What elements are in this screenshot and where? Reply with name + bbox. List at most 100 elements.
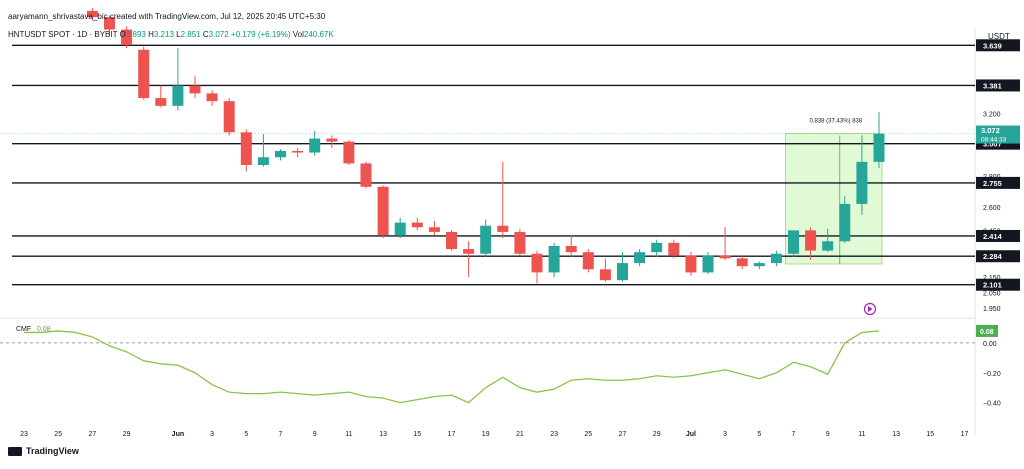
candle-body xyxy=(497,225,509,232)
volume-label: Vol xyxy=(292,30,304,39)
candle[interactable] xyxy=(326,135,338,148)
candle[interactable] xyxy=(514,228,526,256)
cmf-indicator-label[interactable]: CMF xyxy=(16,326,31,333)
candle[interactable] xyxy=(240,129,252,172)
tradingview-logo-text: TradingView xyxy=(26,446,79,456)
price-tick-label: 2.150 xyxy=(983,275,1001,282)
candle[interactable] xyxy=(805,227,817,260)
symbol-name[interactable]: HNTUSDT SPOT · 1D · BYBIT xyxy=(8,30,118,39)
candle-body xyxy=(360,163,372,187)
cmf-line[interactable] xyxy=(24,330,880,404)
candle[interactable] xyxy=(394,217,406,239)
candle-body xyxy=(651,242,663,253)
candle[interactable] xyxy=(275,149,286,161)
candle-body xyxy=(702,255,714,273)
candle-body xyxy=(104,17,115,30)
candle[interactable] xyxy=(223,98,235,136)
replay-icon[interactable] xyxy=(863,302,877,316)
candle-body xyxy=(514,231,526,254)
candle[interactable] xyxy=(685,252,697,276)
candle-body xyxy=(719,255,731,259)
candle-body xyxy=(292,150,304,153)
level-price-label: 2.101 xyxy=(983,281,1002,290)
candle[interactable] xyxy=(582,249,594,273)
candle[interactable] xyxy=(411,217,423,231)
candle-body xyxy=(463,249,475,254)
time-tick-label: 25 xyxy=(54,431,62,438)
candle[interactable] xyxy=(377,185,389,239)
candle[interactable] xyxy=(104,15,115,36)
candle[interactable] xyxy=(599,258,611,282)
candle[interactable] xyxy=(206,90,218,106)
candle[interactable] xyxy=(873,112,885,169)
candle[interactable] xyxy=(463,241,475,278)
candle-body xyxy=(531,253,543,273)
candle-body xyxy=(822,241,834,251)
candle[interactable] xyxy=(753,261,765,270)
candle[interactable] xyxy=(257,133,269,167)
candle[interactable] xyxy=(668,239,680,259)
candle[interactable] xyxy=(309,130,321,156)
candle[interactable] xyxy=(565,235,577,257)
candle[interactable] xyxy=(497,161,509,239)
time-tick-label: 25 xyxy=(584,431,592,438)
candle[interactable] xyxy=(856,135,868,215)
candle[interactable] xyxy=(770,250,782,267)
price-tick-label: 2.450 xyxy=(983,228,1001,235)
candle[interactable] xyxy=(155,85,167,108)
candle-body xyxy=(582,252,594,270)
tradingview-logo: TradingView xyxy=(8,446,79,456)
candle-body xyxy=(480,225,492,254)
candle[interactable] xyxy=(634,249,646,267)
candle[interactable] xyxy=(189,76,201,99)
candle[interactable] xyxy=(428,221,440,236)
close-label: C xyxy=(202,30,209,39)
candle-body xyxy=(206,93,218,102)
candle-body xyxy=(634,252,646,264)
cmf-tick-label: −0.20 xyxy=(983,371,1001,378)
candle[interactable] xyxy=(548,242,560,278)
candle-body xyxy=(240,132,252,165)
candle[interactable] xyxy=(480,219,492,257)
candle[interactable] xyxy=(719,227,731,260)
candle[interactable] xyxy=(86,7,98,21)
price-tick-label: 1.950 xyxy=(983,306,1001,313)
candle-body xyxy=(394,222,406,236)
candle[interactable] xyxy=(121,26,133,49)
candle[interactable] xyxy=(736,255,748,270)
candle[interactable] xyxy=(822,228,834,253)
time-tick-label: 9 xyxy=(826,431,830,438)
price-tick-label: 3.200 xyxy=(983,112,1001,119)
candle[interactable] xyxy=(446,230,457,251)
candle-body xyxy=(138,49,150,99)
time-tick-label: 17 xyxy=(448,431,456,438)
level-price-tag xyxy=(976,229,1020,242)
candle[interactable] xyxy=(138,46,150,100)
candle[interactable] xyxy=(531,250,543,284)
level-price-label: 3.381 xyxy=(983,81,1002,90)
candle-body xyxy=(788,230,799,254)
time-tick-label: 13 xyxy=(892,431,900,438)
time-tick-label: 3 xyxy=(723,431,727,438)
candle[interactable] xyxy=(702,252,714,274)
candle[interactable] xyxy=(617,252,628,282)
time-tick-label: 5 xyxy=(244,431,248,438)
price-range-measure[interactable] xyxy=(785,133,883,265)
candle-body xyxy=(121,29,133,46)
candle[interactable] xyxy=(172,48,184,111)
time-tick-label: 7 xyxy=(792,431,796,438)
candle[interactable] xyxy=(839,196,851,243)
candle[interactable] xyxy=(788,230,799,257)
time-tick-label: 7 xyxy=(279,431,283,438)
candle-body xyxy=(189,85,201,94)
candle[interactable] xyxy=(343,140,355,165)
change-value: +0.179 (+6.19%) xyxy=(230,30,291,39)
candle[interactable] xyxy=(651,239,663,257)
level-price-tag xyxy=(976,250,1020,263)
last-price-tag xyxy=(976,125,1020,144)
close-value: 3.072 xyxy=(208,30,229,39)
candle[interactable] xyxy=(292,147,304,158)
candle[interactable] xyxy=(360,161,372,189)
candle-body xyxy=(275,150,286,158)
